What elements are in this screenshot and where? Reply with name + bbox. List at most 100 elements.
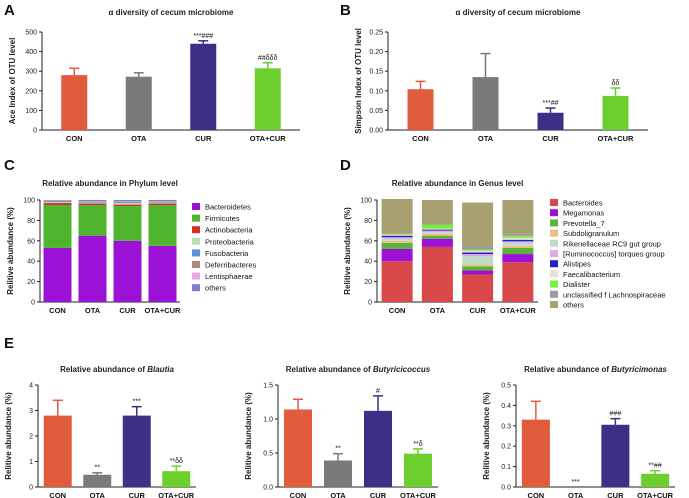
y-tick-label: 0.3 bbox=[501, 423, 511, 430]
bar bbox=[190, 43, 217, 131]
stack-segment bbox=[421, 238, 453, 247]
chart-title: α diversity of cecum microbiome bbox=[109, 8, 235, 17]
bar bbox=[364, 410, 392, 487]
legend-swatch bbox=[550, 199, 558, 206]
y-tick-label: 4 bbox=[29, 383, 33, 390]
bar bbox=[61, 75, 88, 130]
x-category-label: CUR bbox=[470, 306, 487, 315]
chart-butyricicoccus: Relative abundance of Butyricicoccus 0.0 0… bbox=[244, 365, 438, 498]
stack-segment bbox=[462, 264, 494, 267]
legend-swatch bbox=[192, 226, 200, 234]
y-tick-label: 0.5 bbox=[501, 383, 511, 390]
stack-segment bbox=[78, 202, 107, 204]
x-category-label: CUR bbox=[370, 491, 387, 498]
stack-segment bbox=[381, 261, 413, 302]
y-tick-label: 0.00 bbox=[369, 128, 383, 135]
stack-segment bbox=[148, 205, 177, 246]
legend-swatch bbox=[550, 250, 558, 257]
legend-label: Firmicutes bbox=[205, 214, 240, 223]
legend-swatch bbox=[550, 280, 558, 288]
stack-segment bbox=[43, 202, 72, 204]
legend-swatch bbox=[192, 284, 200, 292]
significance-label: **## bbox=[649, 463, 662, 470]
y-tick-label: 0.15 bbox=[369, 69, 383, 76]
y-tick-label: 0.0 bbox=[501, 485, 511, 492]
stack-segment bbox=[462, 252, 494, 255]
bar bbox=[254, 68, 281, 130]
x-category-label: OTA bbox=[430, 306, 446, 315]
chart-title: Relative abundance of Butyricicoccus bbox=[286, 365, 431, 374]
svg-text:C: C bbox=[4, 157, 15, 174]
legend-label: Subdoligranulum bbox=[563, 229, 619, 238]
legend-swatch bbox=[550, 239, 558, 247]
legend-label: others bbox=[205, 284, 226, 293]
stack-segment bbox=[113, 203, 142, 205]
y-tick-label: 20 bbox=[364, 279, 372, 286]
stack-segment bbox=[502, 262, 534, 302]
stack-segment bbox=[381, 234, 413, 235]
svg-text:A: A bbox=[4, 2, 15, 19]
x-category-label: CON bbox=[49, 306, 66, 315]
significance-label: ** bbox=[335, 446, 341, 453]
legend-swatch bbox=[550, 270, 558, 278]
legend-label: [Ruminococcus] torques group bbox=[563, 250, 665, 259]
legend-swatch bbox=[550, 229, 558, 237]
chart-simpson-index: α diversity of cecum microbiome 0.00 0.05 0… bbox=[354, 8, 648, 143]
significance-label: δδ bbox=[612, 80, 620, 87]
legend-swatch bbox=[550, 290, 558, 298]
y-tick-label: 0.0 bbox=[263, 485, 273, 492]
legend-swatch bbox=[550, 209, 558, 217]
y-tick-label: 40 bbox=[27, 259, 35, 266]
x-category-label: OTA+CUR bbox=[158, 491, 194, 498]
stack-segment bbox=[78, 203, 107, 206]
stack-segment bbox=[148, 201, 177, 203]
bar bbox=[602, 95, 629, 130]
stack-segment bbox=[113, 201, 142, 203]
panel-label-d: D bbox=[340, 157, 351, 174]
chart-title: Relative abundance in Genus level bbox=[392, 179, 524, 188]
stack-segment bbox=[502, 245, 534, 248]
x-category-label: CUR bbox=[119, 306, 136, 315]
stack-segment bbox=[462, 202, 494, 247]
stack-segment bbox=[148, 201, 177, 202]
x-category-label: OTA+CUR bbox=[250, 134, 286, 143]
x-category-label: CON bbox=[528, 491, 545, 498]
legend-label: Lentisphaerae bbox=[205, 272, 253, 281]
x-category-label: OTA bbox=[85, 306, 101, 315]
stack-segment bbox=[462, 266, 494, 271]
y-tick-label: 1 bbox=[29, 459, 33, 466]
significance-label: **δδ bbox=[170, 458, 183, 465]
title-genus: Blautia bbox=[147, 365, 174, 374]
chart-title: Relative abundance of Butyricimonas bbox=[524, 365, 667, 374]
x-category-label: CUR bbox=[195, 134, 212, 143]
stack-segment bbox=[381, 233, 413, 235]
bar bbox=[537, 112, 564, 130]
x-category-label: CUR bbox=[607, 491, 624, 498]
y-axis-label: Ace Index of OTU level bbox=[8, 38, 17, 125]
stack-segment bbox=[421, 224, 453, 229]
legend-label: unclassified f Lachnospiraceae bbox=[563, 290, 666, 299]
svg-text:B: B bbox=[340, 2, 351, 19]
bar bbox=[521, 419, 550, 487]
y-tick-label: 60 bbox=[364, 238, 372, 245]
stack-segment bbox=[421, 233, 453, 236]
stack-segment bbox=[502, 242, 534, 246]
stack-segment bbox=[78, 200, 107, 202]
title-prefix: Relative abundance of bbox=[60, 365, 147, 374]
svg-text:D: D bbox=[340, 157, 351, 174]
stack-segment bbox=[78, 201, 107, 202]
stack-segment bbox=[381, 242, 413, 249]
panel-label-b: B bbox=[340, 2, 351, 19]
stack-segment bbox=[113, 240, 142, 302]
y-tick-label: 40 bbox=[364, 259, 372, 266]
y-tick-label: 1.0 bbox=[263, 417, 273, 424]
stack-segment bbox=[421, 230, 453, 233]
stack-segment bbox=[381, 240, 413, 243]
x-category-label: OTA+CUR bbox=[145, 306, 181, 315]
stack-segment bbox=[381, 238, 413, 241]
bar bbox=[43, 415, 72, 487]
y-tick-label: 0 bbox=[29, 485, 33, 492]
significance-label: ### bbox=[610, 411, 622, 418]
stack-segment bbox=[502, 233, 534, 236]
x-category-label: OTA+CUR bbox=[400, 491, 436, 498]
